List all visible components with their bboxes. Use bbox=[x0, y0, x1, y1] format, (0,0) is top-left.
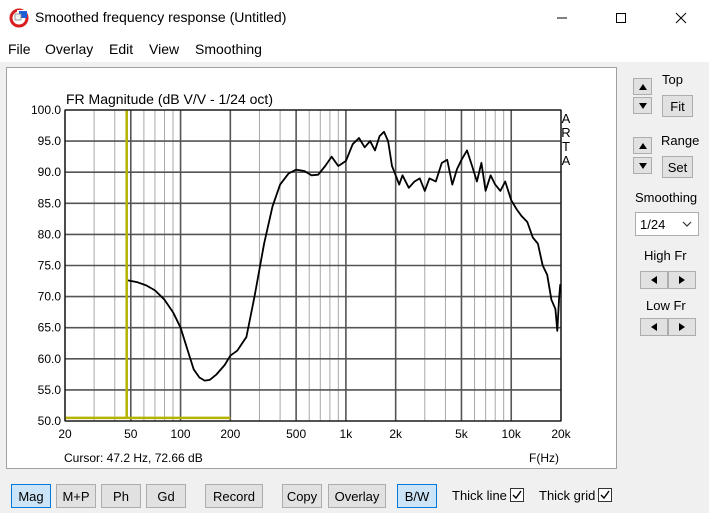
thick-line-checkbox[interactable] bbox=[510, 488, 524, 502]
checkmark-icon bbox=[512, 490, 522, 500]
x-tick-label: 5k bbox=[455, 427, 469, 441]
menu-file[interactable]: File bbox=[8, 41, 31, 57]
thick-grid-checkbox[interactable] bbox=[598, 488, 612, 502]
response-curve bbox=[127, 130, 562, 382]
range-down-button[interactable] bbox=[633, 157, 652, 174]
menu-smoothing[interactable]: Smoothing bbox=[195, 41, 262, 57]
chevron-down-icon bbox=[682, 221, 692, 227]
top-down-button[interactable] bbox=[633, 97, 652, 114]
x-axis-label: F(Hz) bbox=[529, 451, 559, 465]
y-tick-label: 60.0 bbox=[38, 352, 62, 366]
record-button[interactable]: Record bbox=[205, 484, 263, 508]
maximize-button[interactable] bbox=[598, 0, 644, 36]
arrow-left-icon bbox=[651, 276, 657, 284]
x-tick-label: 10k bbox=[502, 427, 522, 441]
menu-overlay[interactable]: Overlay bbox=[45, 41, 94, 57]
y-tick-label: 65.0 bbox=[38, 321, 62, 335]
major-grid bbox=[64, 109, 562, 422]
menu-bar: File Overlay Edit View Smoothing bbox=[0, 36, 709, 62]
y-tick-label: 90.0 bbox=[38, 165, 62, 179]
arrow-up-icon bbox=[638, 83, 647, 90]
y-tick-label: 70.0 bbox=[38, 290, 62, 304]
smoothing-value: 1/24 bbox=[640, 216, 666, 232]
x-tick-labels: 20 50 100 200 500 1k 2k 5k 10k 20k bbox=[58, 427, 571, 441]
x-tick-label: 2k bbox=[389, 427, 403, 441]
menu-view[interactable]: View bbox=[149, 41, 180, 57]
arta-label-a1: A bbox=[562, 111, 571, 126]
top-label: Top bbox=[662, 72, 683, 87]
arrow-up-icon bbox=[638, 142, 647, 149]
top-up-button[interactable] bbox=[633, 78, 652, 95]
arrow-down-icon bbox=[638, 162, 647, 169]
window-title: Smoothed frequency response (Untitled) bbox=[35, 9, 287, 25]
minimize-icon bbox=[557, 17, 567, 19]
mag-phase-button[interactable]: M+P bbox=[56, 484, 96, 508]
x-tick-label: 200 bbox=[220, 427, 240, 441]
high-fr-right-button[interactable] bbox=[668, 271, 696, 289]
checkmark-icon bbox=[600, 490, 610, 500]
frequency-response-chart[interactable]: 100.0 95.0 90.0 85.0 80.0 75.0 70.0 65.0 60.0 55.… bbox=[7, 68, 616, 468]
overlay-button[interactable]: Overlay bbox=[328, 484, 386, 508]
y-tick-label: 80.0 bbox=[38, 227, 62, 241]
y-tick-labels: 100.0 95.0 90.0 85.0 80.0 75.0 70.0 65.0 60.0 55.… bbox=[31, 103, 61, 428]
minimize-button[interactable] bbox=[539, 0, 585, 36]
y-tick-label: 50.0 bbox=[38, 414, 62, 428]
high-fr-label: High Fr bbox=[644, 248, 687, 263]
arrow-right-icon bbox=[679, 276, 685, 284]
cursor-readout: Cursor: 47.2 Hz, 72.66 dB bbox=[64, 451, 203, 465]
low-fr-right-button[interactable] bbox=[668, 318, 696, 336]
close-icon bbox=[675, 12, 687, 24]
arta-label-t: T bbox=[562, 139, 570, 154]
x-tick-label: 100 bbox=[171, 427, 191, 441]
arta-label-r: R bbox=[561, 125, 570, 140]
chart-title: FR Magnitude (dB V/V - 1/24 oct) bbox=[66, 91, 273, 107]
thick-line-label: Thick line bbox=[452, 488, 507, 503]
title-bar: Smoothed frequency response (Untitled) bbox=[0, 0, 709, 36]
series-group bbox=[65, 110, 562, 420]
close-button[interactable] bbox=[658, 0, 704, 36]
set-button[interactable]: Set bbox=[662, 156, 693, 178]
plot-border bbox=[64, 109, 562, 422]
smoothing-select[interactable]: 1/24 bbox=[635, 212, 699, 236]
menu-edit[interactable]: Edit bbox=[109, 41, 134, 57]
arrow-down-icon bbox=[638, 102, 647, 109]
bw-button[interactable]: B/W bbox=[397, 484, 437, 508]
mag-button[interactable]: Mag bbox=[11, 484, 51, 508]
x-tick-label: 50 bbox=[124, 427, 138, 441]
maximize-icon bbox=[616, 13, 626, 23]
plot-panel[interactable]: 100.0 95.0 90.0 85.0 80.0 75.0 70.0 65.0 60.0 55.… bbox=[6, 67, 617, 469]
group-delay-button[interactable]: Gd bbox=[146, 484, 186, 508]
high-fr-left-button[interactable] bbox=[640, 271, 668, 289]
y-tick-label: 55.0 bbox=[38, 383, 62, 397]
phase-button[interactable]: Ph bbox=[101, 484, 141, 508]
range-up-button[interactable] bbox=[633, 137, 652, 154]
x-tick-label: 1k bbox=[340, 427, 354, 441]
x-tick-label: 500 bbox=[286, 427, 306, 441]
x-tick-label: 20k bbox=[551, 427, 571, 441]
side-panel: Top Fit Range Set Smoothing 1/24 High Fr… bbox=[624, 62, 709, 477]
smoothing-label: Smoothing bbox=[635, 190, 698, 205]
x-tick-label: 20 bbox=[58, 427, 72, 441]
y-tick-label: 100.0 bbox=[31, 103, 61, 117]
thick-grid-label: Thick grid bbox=[539, 488, 596, 503]
arrow-right-icon bbox=[679, 323, 685, 331]
low-fr-label: Low Fr bbox=[646, 298, 686, 313]
fit-button[interactable]: Fit bbox=[662, 95, 693, 117]
y-tick-label: 85.0 bbox=[38, 196, 62, 210]
range-label: Range bbox=[661, 133, 700, 148]
y-tick-label: 75.0 bbox=[38, 259, 62, 273]
arta-label-a2: A bbox=[562, 153, 571, 168]
arta-app-icon bbox=[9, 8, 29, 28]
low-fr-left-button[interactable] bbox=[640, 318, 668, 336]
copy-button[interactable]: Copy bbox=[282, 484, 322, 508]
y-tick-label: 95.0 bbox=[38, 134, 62, 148]
arrow-left-icon bbox=[651, 323, 657, 331]
